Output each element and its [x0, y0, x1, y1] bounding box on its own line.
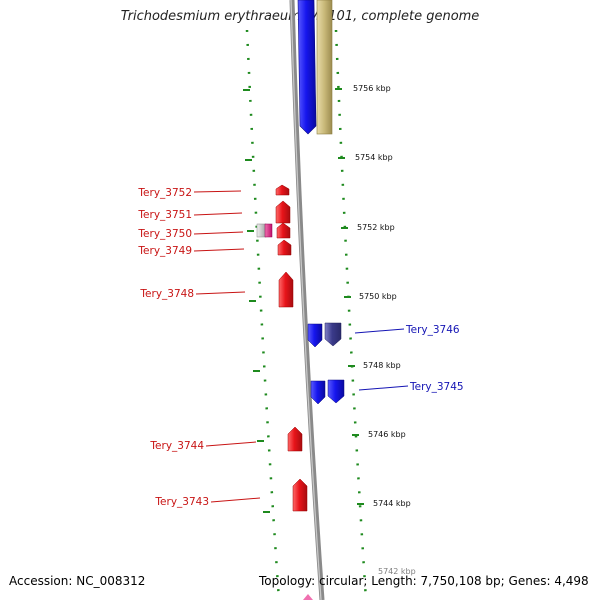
scale-label: 5746 kbp	[368, 430, 406, 439]
gene-label-tery-3748[interactable]: Tery_3748	[139, 288, 194, 300]
gene-label-tery-3752[interactable]: Tery_3752	[137, 187, 192, 199]
gene-tery-3748[interactable]	[278, 271, 294, 308]
gene-label-tery-3749[interactable]: Tery_3749	[137, 245, 192, 257]
leader-line	[193, 248, 245, 252]
scale-label: 5754 kbp	[355, 153, 393, 162]
gene-label-tery-3744[interactable]: Tery_3744	[149, 440, 204, 452]
gene-forward[interactable]	[307, 323, 323, 348]
grey-feature[interactable]	[256, 223, 267, 238]
scale-label: 5752 kbp	[357, 223, 395, 232]
leader-line	[193, 190, 242, 193]
inner-ticks	[243, 89, 270, 513]
gene-label-tery-3745[interactable]: Tery_3745	[409, 381, 464, 393]
leader-line	[358, 385, 409, 391]
genome-stats: Topology: circular; Length: 7,750,108 bp…	[259, 574, 589, 588]
gene-label-tery-3751[interactable]: Tery_3751	[137, 209, 192, 221]
scale-label: 5750 kbp	[359, 292, 397, 301]
length-label: Length:	[371, 574, 417, 588]
forward-gene-large[interactable]	[297, 0, 317, 135]
gene-tery-3743[interactable]	[292, 478, 308, 512]
forward-genes	[307, 322, 345, 405]
genome-backbone	[289, 0, 325, 600]
topology-label: Topology:	[259, 574, 316, 588]
leader-line	[195, 291, 246, 295]
gene-tery-3752[interactable]	[275, 184, 290, 196]
reverse-genes	[256, 184, 308, 512]
accession-label: Accession:	[9, 574, 73, 588]
length-value: 7,750,108 bp	[420, 574, 501, 588]
scale-label: 5744 kbp	[373, 499, 411, 508]
scale-label: 5748 kbp	[363, 361, 401, 370]
leader-lines	[193, 190, 409, 503]
topology-value: circular	[318, 574, 364, 588]
gene-label-tery-3746[interactable]: Tery_3746	[405, 324, 460, 336]
scale-label: 5756 kbp	[353, 84, 391, 93]
scale-label: 5742 kbp	[378, 567, 416, 576]
inner-track-dotted	[245, 29, 281, 600]
gene-tery-3746[interactable]	[324, 322, 342, 347]
genes-label: Genes:	[508, 574, 551, 588]
leader-line	[354, 328, 405, 334]
gene-forward[interactable]	[310, 380, 326, 405]
leader-line	[193, 212, 243, 216]
genes-value: 4,498	[554, 574, 589, 588]
leader-line	[193, 231, 244, 235]
gene-label-tery-3743[interactable]: Tery_3743	[154, 496, 209, 508]
gene-label-tery-3750[interactable]: Tery_3750	[137, 228, 192, 240]
outer-track-dotted	[334, 29, 368, 600]
genome-backbone-highlight	[290, 0, 322, 600]
gene-tery-3744[interactable]	[287, 426, 303, 452]
gene-tery-3750[interactable]	[276, 222, 291, 239]
gene-tery-3745[interactable]	[327, 379, 345, 404]
outer-ticks	[335, 88, 364, 505]
gene-tery-3751[interactable]	[275, 200, 291, 224]
pink-feature[interactable]	[264, 223, 273, 238]
pink-marker[interactable]	[303, 594, 313, 600]
leader-line	[205, 441, 257, 447]
gene-tery-3749[interactable]	[277, 239, 292, 256]
accession-info: Accession: NC_008312	[9, 574, 145, 588]
accession-value: NC_008312	[76, 574, 146, 588]
leader-line	[210, 497, 261, 503]
olive-feature[interactable]	[316, 0, 333, 135]
